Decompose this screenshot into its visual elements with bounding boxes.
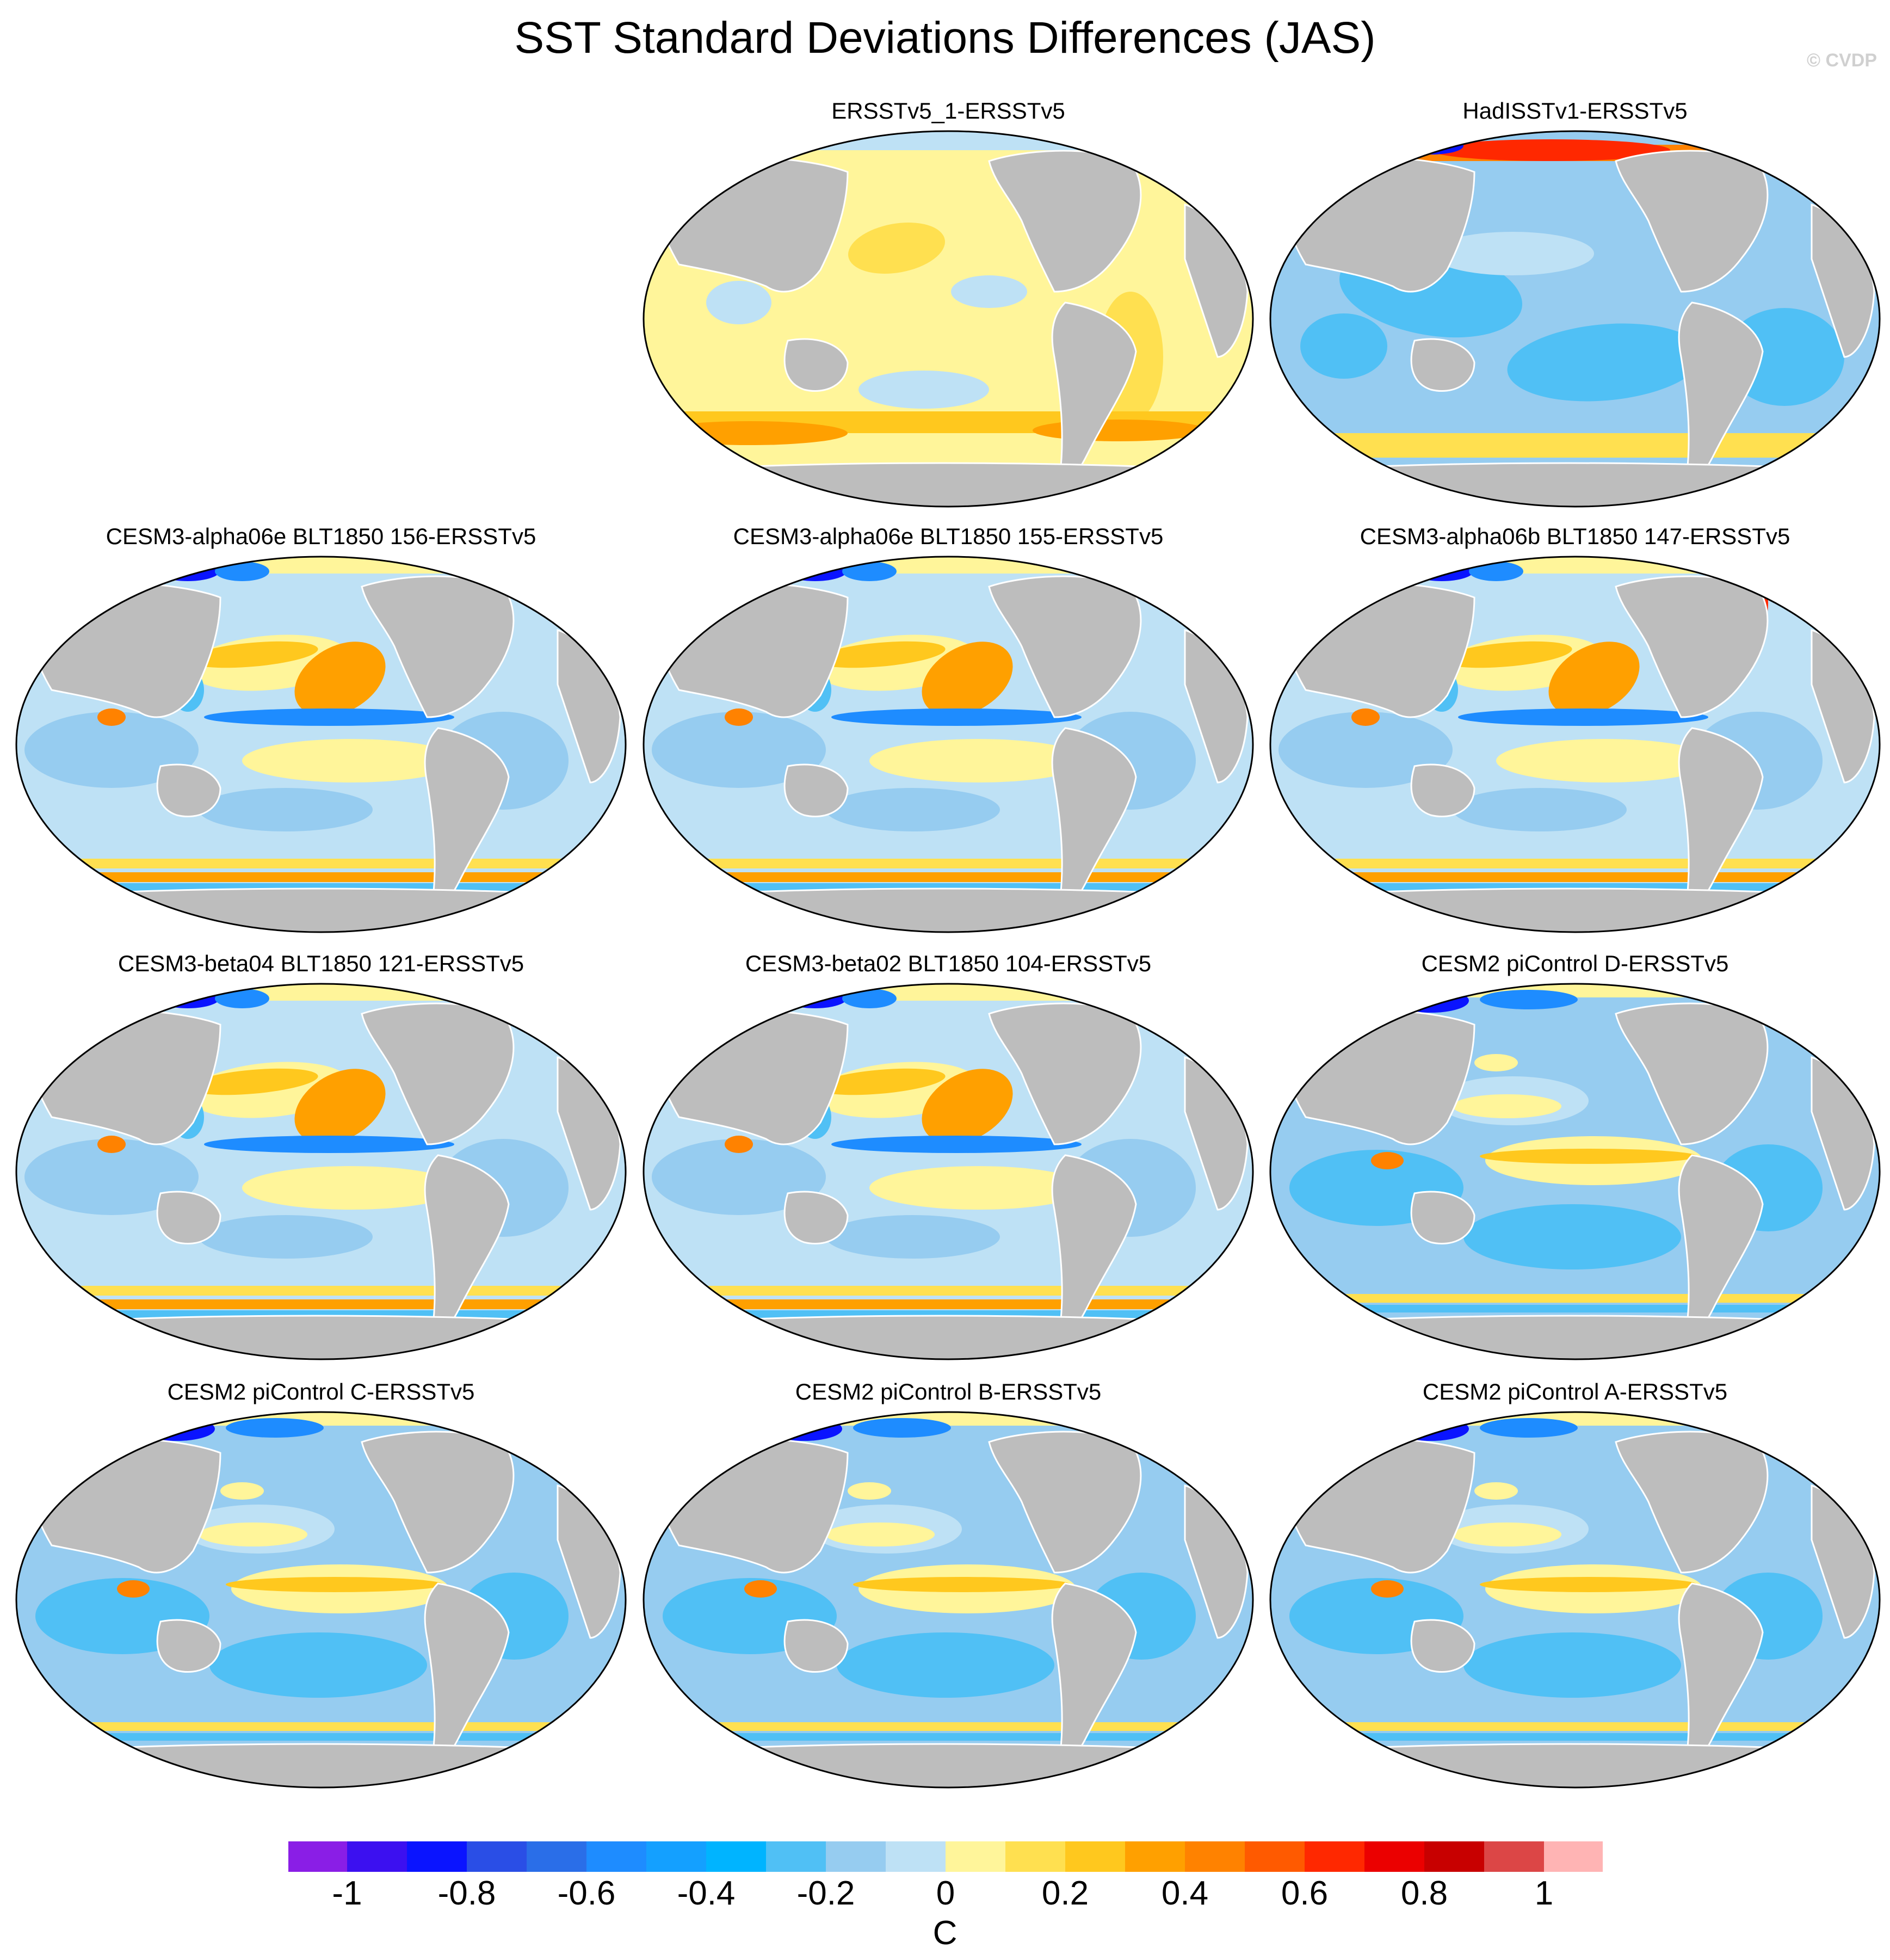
map-panel: CESM2 piControl B-ERSSTv5 (641, 1378, 1256, 1791)
panel-title: CESM2 piControl D-ERSSTv5 (1421, 951, 1729, 976)
map-panel: CESM3-beta04 BLT1850 121-ERSSTv5 (14, 950, 628, 1363)
map-outline (1269, 556, 1881, 933)
map-canvas (643, 556, 1254, 933)
colorbar-tick-label: -0.2 (796, 1875, 855, 1912)
panel-title: CESM3-beta04 BLT1850 121-ERSSTv5 (118, 951, 524, 976)
colorbar-swatch (1185, 1840, 1245, 1873)
map-panel: ERSSTv5_1-ERSSTv5 (641, 97, 1256, 510)
map-outline (1269, 1411, 1881, 1789)
map-panel: CESM3-alpha06e BLT1850 155-ERSSTv5 (641, 522, 1256, 936)
map-outline (643, 130, 1254, 508)
panel-title: CESM2 piControl C-ERSSTv5 (167, 1379, 475, 1404)
colorbar-swatch (1484, 1840, 1545, 1873)
map-outline (15, 1411, 627, 1789)
colorbar-swatch (1125, 1840, 1185, 1873)
sst-field (644, 984, 1253, 1359)
map-panel: CESM2 piControl D-ERSSTv5 (1268, 950, 1882, 1363)
sst-field (1270, 984, 1880, 1359)
colorbar-unit: C (932, 1914, 958, 1952)
colorbar-tick-label: 0.6 (1281, 1875, 1329, 1912)
map-canvas (643, 130, 1254, 508)
sst-field (16, 1412, 626, 1788)
colorbar-swatch (886, 1840, 946, 1873)
panel-title: CESM3-alpha06e BLT1850 156-ERSSTv5 (106, 523, 536, 549)
panel-title: ERSSTv5_1-ERSSTv5 (831, 98, 1065, 124)
colorbar-tick-label: 0.8 (1400, 1875, 1448, 1912)
colorbar-swatch (1245, 1840, 1305, 1873)
panel-title: CESM3-alpha06e BLT1850 155-ERSSTv5 (733, 523, 1164, 549)
colorbar-tick-label: 0 (936, 1875, 955, 1912)
panel-title: CESM3-alpha06b BLT1850 147-ERSSTv5 (1360, 523, 1790, 549)
colorbar-swatch (407, 1840, 467, 1873)
map-outline (643, 556, 1254, 933)
map-outline (1269, 130, 1881, 508)
colorbar-labels: -1 -0.8 -0.6 -0.4 -0.2 0 0.2 0.4 0.6 0.8 1 (0, 1872, 1890, 1921)
map-canvas (643, 983, 1254, 1360)
colorbar-swatch (646, 1840, 707, 1873)
colorbar-tick-label: 0.2 (1041, 1875, 1089, 1912)
colorbar-swatch (706, 1840, 767, 1873)
credit-label: © CVDP (1807, 50, 1877, 71)
colorbar-swatch (287, 1840, 348, 1873)
colorbar-swatch (826, 1840, 886, 1873)
figure-title: SST Standard Deviations Differences (JAS… (514, 13, 1376, 63)
map-canvas (643, 1411, 1254, 1789)
panel-title: CESM3-beta02 BLT1850 104-ERSSTv5 (745, 951, 1152, 976)
colorbar-swatch (766, 1840, 826, 1873)
map-outline (1269, 983, 1881, 1360)
map-panel: CESM3-beta02 BLT1850 104-ERSSTv5 (641, 950, 1256, 1363)
colorbar-swatch (347, 1840, 407, 1873)
colorbar-swatch (467, 1840, 527, 1873)
colorbar (287, 1840, 1604, 1873)
colorbar-swatch (1364, 1840, 1425, 1873)
colorbar-swatch (1305, 1840, 1365, 1873)
map-outline (15, 983, 627, 1360)
map-panel: CESM2 piControl C-ERSSTv5 (14, 1378, 628, 1791)
colorbar-tick-label: -1 (332, 1875, 362, 1912)
map-canvas (1269, 556, 1881, 933)
map-outline (15, 556, 627, 933)
colorbar-swatch (1065, 1840, 1126, 1873)
map-canvas (1269, 130, 1881, 508)
map-panel: CESM3-alpha06b BLT1850 147-ERSSTv5 (1268, 522, 1882, 936)
panel-title: CESM2 piControl B-ERSSTv5 (795, 1379, 1102, 1404)
colorbar-tick-label: -0.4 (677, 1875, 736, 1912)
map-outline (643, 983, 1254, 1360)
sst-field (644, 557, 1253, 932)
colorbar-tick-label: 0.4 (1161, 1875, 1209, 1912)
map-outline (643, 1411, 1254, 1789)
colorbar-swatch (586, 1840, 647, 1873)
colorbar-swatch (527, 1840, 587, 1873)
colorbar-swatch (1424, 1840, 1485, 1873)
map-canvas (15, 1411, 627, 1789)
map-panel: HadISSTv1-ERSSTv5 (1268, 97, 1882, 510)
map-canvas (1269, 1411, 1881, 1789)
colorbar-tick-label: -0.6 (557, 1875, 616, 1912)
panel-title: HadISSTv1-ERSSTv5 (1462, 98, 1688, 124)
map-canvas (1269, 983, 1881, 1360)
colorbar-swatch (1544, 1840, 1604, 1873)
panel-title: CESM2 piControl A-ERSSTv5 (1422, 1379, 1728, 1404)
colorbar-tick-label: -0.8 (437, 1875, 496, 1912)
sst-field (1270, 1412, 1880, 1788)
map-canvas (15, 556, 627, 933)
sst-field (1270, 557, 1880, 932)
map-canvas (15, 983, 627, 1360)
colorbar-tick-label: 1 (1534, 1875, 1554, 1912)
map-panel: CESM2 piControl A-ERSSTv5 (1268, 1378, 1882, 1791)
map-panel: CESM3-alpha06e BLT1850 156-ERSSTv5 (14, 522, 628, 936)
colorbar-swatch (946, 1840, 1006, 1873)
colorbar-swatch (1005, 1840, 1066, 1873)
